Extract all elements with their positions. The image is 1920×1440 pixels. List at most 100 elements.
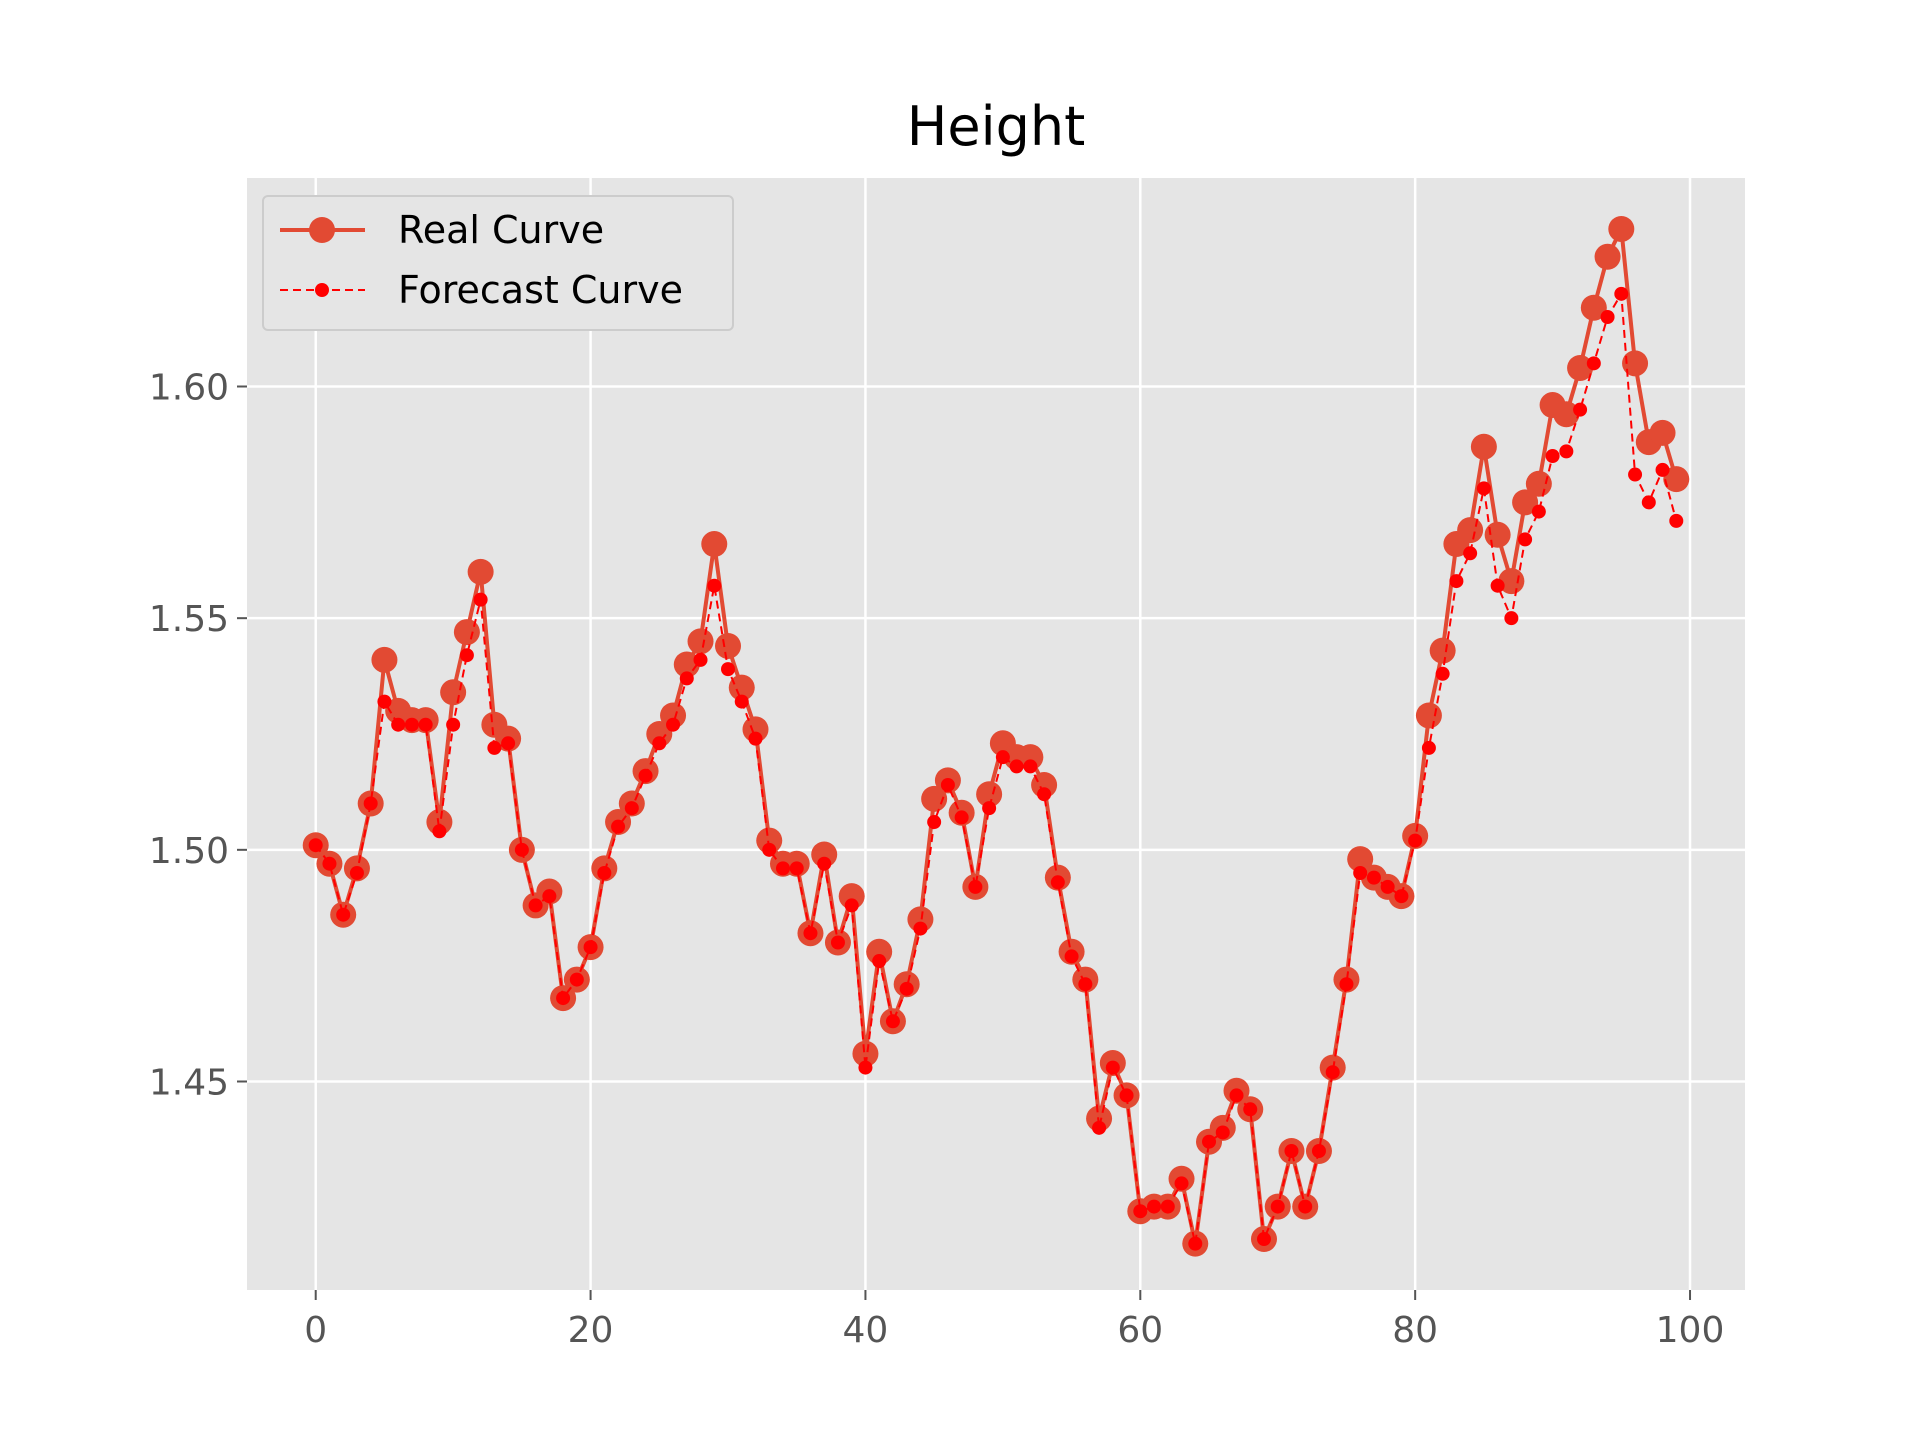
data-point: [954, 810, 969, 825]
data-point: [453, 619, 480, 646]
data-point: [913, 921, 928, 936]
data-point: [1553, 401, 1580, 428]
data-point: [1133, 1204, 1148, 1219]
data-point: [363, 796, 378, 811]
data-point: [666, 717, 681, 732]
data-point: [432, 824, 447, 839]
data-point: [1243, 1102, 1258, 1117]
data-point: [1023, 759, 1038, 774]
data-point: [1415, 702, 1442, 729]
data-point: [927, 815, 942, 830]
data-point: [817, 856, 832, 871]
data-point: [377, 694, 392, 709]
data-point: [1229, 1088, 1244, 1103]
data-point: [852, 1040, 879, 1067]
data-point: [742, 716, 769, 743]
data-point: [426, 809, 453, 836]
data-point: [1394, 889, 1409, 904]
y-tick-label: 1.45: [149, 1063, 229, 1104]
data-point: [322, 856, 337, 871]
data-point: [1545, 449, 1560, 463]
data-point: [1037, 787, 1052, 802]
data-point: [1256, 1232, 1271, 1247]
data-point: [487, 740, 502, 755]
data-point: [1064, 949, 1079, 964]
data-point: [1476, 481, 1491, 496]
legend: Real Curve Forecast Curve: [262, 195, 734, 331]
data-point: [1573, 402, 1588, 417]
data-point: [418, 717, 433, 732]
data-point: [467, 558, 494, 585]
data-point: [803, 926, 818, 941]
data-point: [968, 879, 983, 894]
legend-forecast-marker: [315, 283, 329, 297]
legend-box: [262, 195, 734, 331]
x-tick-label: 80: [1392, 1310, 1438, 1351]
x-tick-label: 0: [304, 1310, 327, 1351]
data-point: [1339, 977, 1354, 992]
data-point: [775, 861, 790, 876]
data-point: [1525, 470, 1552, 497]
data-point: [1490, 578, 1505, 593]
data-point: [1050, 875, 1065, 890]
data-point: [1518, 532, 1533, 547]
data-point: [995, 750, 1010, 765]
data-point: [1470, 433, 1497, 460]
data-point: [1608, 215, 1635, 242]
data-point: [687, 628, 714, 655]
data-point: [885, 1014, 900, 1029]
data-point: [542, 889, 557, 904]
legend-forecast-label: Forecast Curve: [398, 268, 683, 312]
data-point: [1380, 879, 1395, 894]
data-point: [707, 578, 722, 593]
data-point: [1586, 356, 1601, 371]
data-point: [1512, 489, 1539, 516]
data-point: [1498, 568, 1525, 595]
data-point: [308, 838, 323, 853]
y-axis: 1.45 1.50 1.55 1.60: [149, 368, 247, 1104]
data-point: [1457, 517, 1484, 544]
data-point: [899, 981, 914, 996]
data-point: [1147, 1199, 1162, 1214]
data-point: [336, 907, 351, 922]
data-point: [858, 1060, 873, 1075]
data-point: [501, 736, 516, 751]
chart-title: Height: [907, 95, 1086, 158]
data-point: [1567, 354, 1594, 381]
data-point: [1031, 771, 1058, 798]
data-point: [866, 938, 893, 965]
data-point: [748, 731, 763, 746]
data-point: [701, 531, 728, 558]
data-point: [1347, 846, 1374, 873]
data-point: [597, 866, 612, 880]
data-point: [872, 954, 887, 969]
data-point: [1463, 546, 1478, 561]
data-point: [921, 785, 948, 812]
data-point: [1655, 462, 1670, 477]
data-point: [1202, 1134, 1217, 1149]
data-point: [349, 866, 364, 880]
data-point: [1078, 977, 1093, 992]
data-point: [1188, 1236, 1203, 1251]
data-point: [1174, 1176, 1189, 1191]
x-tick-label: 100: [1656, 1310, 1725, 1351]
series-layer: [302, 215, 1690, 1257]
data-point: [391, 717, 406, 732]
data-point: [1594, 243, 1621, 270]
data-point: [1215, 1125, 1230, 1140]
data-point: [569, 972, 584, 987]
y-tick-label: 1.55: [149, 599, 229, 640]
data-point: [982, 801, 997, 816]
series-forecast: [308, 286, 1684, 1251]
data-point: [844, 898, 859, 913]
data-point: [811, 841, 838, 868]
data-point: [830, 935, 845, 950]
data-point: [638, 768, 653, 783]
data-point: [789, 861, 804, 876]
data-point: [1009, 759, 1024, 774]
data-point: [1429, 637, 1456, 664]
data-point: [583, 940, 598, 955]
data-point: [1366, 870, 1381, 885]
data-point: [1270, 1199, 1285, 1214]
